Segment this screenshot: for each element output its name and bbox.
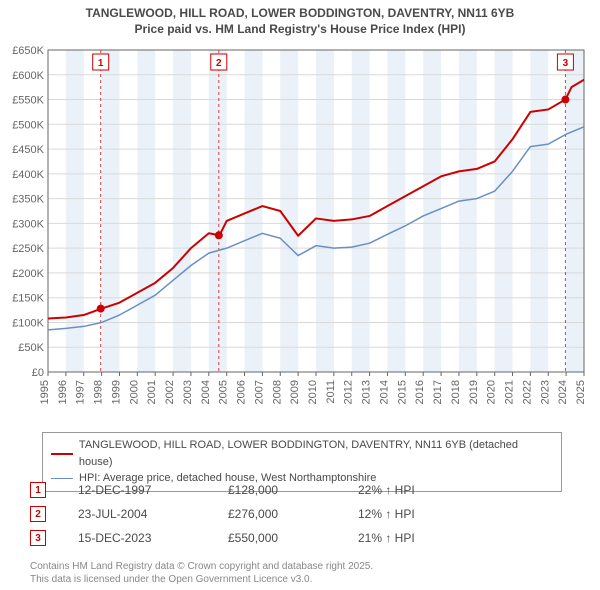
marker-id-2: 2: [30, 506, 46, 522]
svg-text:2023: 2023: [539, 380, 551, 404]
svg-text:£100K: £100K: [12, 317, 44, 329]
svg-text:1998: 1998: [93, 380, 105, 404]
svg-text:£300K: £300K: [12, 218, 44, 230]
svg-text:£50K: £50K: [18, 342, 44, 354]
svg-text:3: 3: [563, 58, 569, 69]
marker-table: 1 12-DEC-1997 £128,000 22% ↑ HPI 2 23-JU…: [30, 478, 570, 550]
svg-text:1995: 1995: [39, 380, 51, 404]
svg-text:£550K: £550K: [12, 95, 44, 107]
svg-text:£150K: £150K: [12, 293, 44, 305]
svg-text:2017: 2017: [432, 380, 444, 404]
footer-line-2: This data is licensed under the Open Gov…: [30, 573, 570, 586]
marker-delta-3: 21% ↑ HPI: [358, 531, 488, 545]
svg-text:£400K: £400K: [12, 169, 44, 181]
chart-area: £0 £50K £100K £150K £200K £250K £300K £350K £400…: [6, 44, 592, 424]
svg-text:2: 2: [216, 58, 222, 69]
svg-text:2000: 2000: [128, 380, 140, 404]
svg-text:£0: £0: [32, 367, 44, 379]
svg-text:2025: 2025: [575, 380, 587, 404]
svg-text:2020: 2020: [486, 380, 498, 404]
svg-text:£600K: £600K: [12, 70, 44, 82]
svg-text:£450K: £450K: [12, 144, 44, 156]
svg-text:£250K: £250K: [12, 243, 44, 255]
svg-text:2019: 2019: [468, 380, 480, 404]
marker-price-1: £128,000: [228, 483, 358, 497]
footer-line-1: Contains HM Land Registry data © Crown c…: [30, 560, 570, 573]
marker-id-3: 3: [30, 530, 46, 546]
svg-text:£650K: £650K: [12, 45, 44, 57]
svg-text:2015: 2015: [396, 380, 408, 404]
title-block: TANGLEWOOD, HILL ROAD, LOWER BODDINGTON,…: [0, 0, 600, 40]
svg-text:1996: 1996: [57, 380, 69, 404]
svg-text:2011: 2011: [325, 380, 337, 404]
svg-text:1: 1: [98, 58, 104, 69]
marker-id-1: 1: [30, 482, 46, 498]
svg-text:2004: 2004: [200, 380, 212, 404]
title-line-1: TANGLEWOOD, HILL ROAD, LOWER BODDINGTON,…: [10, 6, 590, 20]
svg-text:2018: 2018: [450, 380, 462, 404]
title-line-2: Price paid vs. HM Land Registry's House …: [10, 22, 590, 36]
svg-text:2010: 2010: [307, 380, 319, 404]
svg-text:2009: 2009: [289, 380, 301, 404]
svg-text:£200K: £200K: [12, 268, 44, 280]
legend-swatch-price: [51, 453, 73, 455]
svg-text:1997: 1997: [75, 380, 87, 404]
marker-row-2: 2 23-JUL-2004 £276,000 12% ↑ HPI: [30, 502, 570, 526]
svg-text:2014: 2014: [378, 380, 390, 404]
marker-date-1: 12-DEC-1997: [78, 483, 228, 497]
legend-label-price: TANGLEWOOD, HILL ROAD, LOWER BODDINGTON,…: [79, 437, 553, 470]
svg-text:2007: 2007: [253, 380, 265, 404]
svg-text:2006: 2006: [236, 380, 248, 404]
svg-text:2024: 2024: [557, 380, 569, 404]
svg-text:1999: 1999: [110, 380, 122, 404]
svg-text:2001: 2001: [146, 380, 158, 404]
marker-date-2: 23-JUL-2004: [78, 507, 228, 521]
svg-text:2003: 2003: [182, 380, 194, 404]
svg-text:£350K: £350K: [12, 194, 44, 206]
marker-delta-2: 12% ↑ HPI: [358, 507, 488, 521]
marker-row-3: 3 15-DEC-2023 £550,000 21% ↑ HPI: [30, 526, 570, 550]
line-chart-svg: £0 £50K £100K £150K £200K £250K £300K £350K £400…: [6, 44, 592, 424]
svg-text:2005: 2005: [218, 380, 230, 404]
svg-text:2012: 2012: [343, 380, 355, 404]
chart-container: TANGLEWOOD, HILL ROAD, LOWER BODDINGTON,…: [0, 0, 600, 590]
marker-price-3: £550,000: [228, 531, 358, 545]
marker-price-2: £276,000: [228, 507, 358, 521]
svg-text:2022: 2022: [521, 380, 533, 404]
svg-text:2016: 2016: [414, 380, 426, 404]
legend-item-price: TANGLEWOOD, HILL ROAD, LOWER BODDINGTON,…: [51, 437, 553, 470]
marker-date-3: 15-DEC-2023: [78, 531, 228, 545]
svg-text:£500K: £500K: [12, 119, 44, 131]
svg-text:2008: 2008: [271, 380, 283, 404]
marker-delta-1: 22% ↑ HPI: [358, 483, 488, 497]
marker-row-1: 1 12-DEC-1997 £128,000 22% ↑ HPI: [30, 478, 570, 502]
svg-text:2002: 2002: [164, 380, 176, 404]
svg-text:2021: 2021: [504, 380, 516, 404]
svg-text:2013: 2013: [361, 380, 373, 404]
footer-note: Contains HM Land Registry data © Crown c…: [30, 560, 570, 586]
